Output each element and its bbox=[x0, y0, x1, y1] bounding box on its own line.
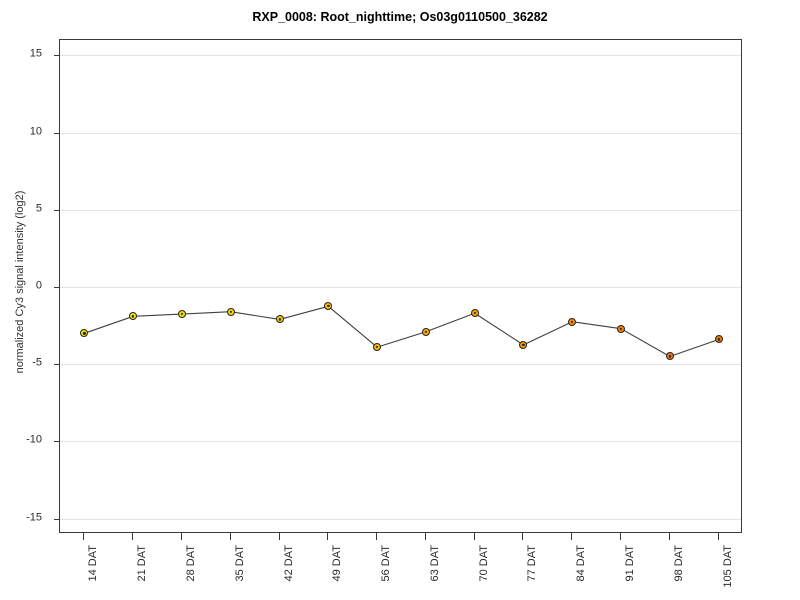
x-axis-tick-label: 77 DAT bbox=[526, 545, 539, 582]
y-axis-tick-labels: 15 10 5 0 -5 -10 -15 bbox=[0, 39, 52, 533]
x-axis-tick bbox=[180, 533, 182, 540]
x-axis-tick bbox=[278, 533, 280, 540]
data-point[interactable] bbox=[373, 343, 382, 352]
y-axis-tick bbox=[54, 287, 60, 288]
y-axis-tick-label: 15 bbox=[29, 47, 42, 60]
y-axis-tick bbox=[54, 209, 60, 211]
gridline bbox=[60, 209, 741, 211]
x-axis-tick bbox=[668, 533, 670, 540]
gridline bbox=[60, 287, 741, 288]
data-point[interactable] bbox=[129, 312, 138, 321]
x-axis-tick-label: 35 DAT bbox=[233, 545, 246, 582]
data-point[interactable] bbox=[177, 310, 186, 319]
x-axis-tick-label: 28 DAT bbox=[184, 545, 197, 582]
x-axis-tick bbox=[229, 533, 231, 540]
gridline bbox=[60, 364, 741, 366]
y-axis-tick-label: -10 bbox=[26, 433, 42, 446]
x-axis-tick-label: 42 DAT bbox=[282, 545, 295, 582]
x-axis: 14 DAT 21 DAT 28 DAT 35 DAT 42 DAT 49 DAT 56 D… bbox=[59, 533, 742, 600]
x-axis-tick bbox=[327, 533, 329, 540]
x-axis-tick bbox=[620, 533, 622, 540]
data-point[interactable] bbox=[568, 317, 577, 326]
y-axis-tick bbox=[54, 132, 60, 134]
x-axis-tick bbox=[473, 533, 475, 540]
x-axis-tick-label: 84 DAT bbox=[575, 545, 588, 582]
x-axis-tick-label: 21 DAT bbox=[136, 545, 149, 582]
data-point[interactable] bbox=[617, 324, 626, 333]
x-axis-tick-label: 70 DAT bbox=[477, 545, 490, 582]
data-point[interactable] bbox=[665, 352, 674, 361]
x-axis-tick-label: 14 DAT bbox=[87, 545, 100, 582]
data-point[interactable] bbox=[80, 329, 89, 338]
x-axis-tick bbox=[376, 533, 378, 540]
series-line bbox=[83, 305, 720, 358]
x-axis-tick bbox=[424, 533, 426, 540]
y-axis-tick-label: -5 bbox=[32, 356, 42, 369]
data-point[interactable] bbox=[226, 307, 235, 316]
y-axis-tick-label: -15 bbox=[26, 511, 42, 524]
data-point[interactable] bbox=[324, 302, 333, 311]
x-axis-tick bbox=[132, 533, 134, 540]
gridline bbox=[60, 55, 741, 57]
x-axis-tick-label: 105 DAT bbox=[721, 545, 734, 588]
x-axis-tick bbox=[83, 533, 85, 540]
y-axis-tick-label: 5 bbox=[35, 202, 42, 215]
data-point[interactable] bbox=[519, 340, 528, 349]
plot-area bbox=[54, 39, 742, 533]
data-point[interactable] bbox=[275, 315, 284, 324]
x-axis-tick-label: 56 DAT bbox=[380, 545, 393, 582]
x-axis-tick bbox=[522, 533, 524, 540]
x-axis-tick bbox=[717, 533, 719, 540]
gridline bbox=[60, 441, 741, 443]
data-point[interactable] bbox=[470, 309, 479, 318]
y-axis-tick bbox=[54, 55, 60, 57]
gridline bbox=[60, 132, 741, 134]
y-axis-tick bbox=[54, 364, 60, 366]
y-axis-tick bbox=[54, 518, 60, 520]
data-point[interactable] bbox=[421, 327, 430, 336]
chart-title: RXP_0008: Root_nighttime; Os03g0110500_3… bbox=[252, 10, 548, 24]
data-point[interactable] bbox=[714, 335, 723, 344]
x-axis-tick-label: 98 DAT bbox=[672, 545, 685, 582]
gridline bbox=[60, 518, 741, 520]
y-axis-tick-label: 0 bbox=[35, 279, 42, 292]
x-axis-tick-label: 63 DAT bbox=[428, 545, 441, 582]
x-axis-tick-label: 49 DAT bbox=[331, 545, 344, 582]
x-axis-tick bbox=[571, 533, 573, 540]
x-axis-tick-label: 91 DAT bbox=[624, 545, 637, 582]
y-axis-tick-label: 10 bbox=[29, 125, 42, 138]
y-axis-tick bbox=[54, 441, 60, 443]
